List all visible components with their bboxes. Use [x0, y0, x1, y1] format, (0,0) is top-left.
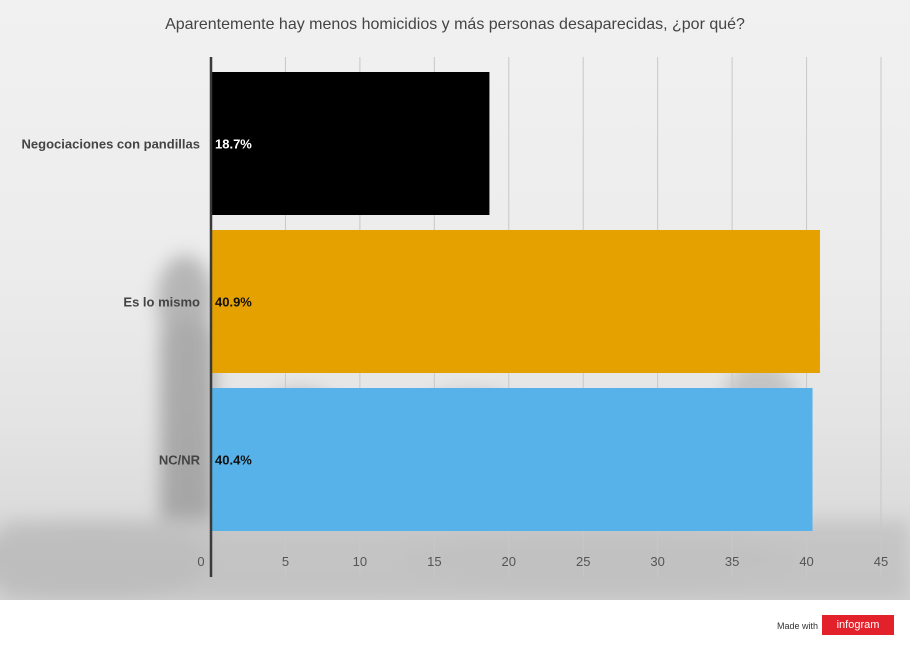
- footer: [0, 600, 910, 646]
- chart-panel: Aparentemente hay menos homicidios y más…: [0, 0, 910, 600]
- bar-chart: Negociaciones con pandillas Es lo mismo NC…: [22, 57, 888, 577]
- infogram-logo[interactable]: infogram: [822, 615, 894, 635]
- category-labels: Negociaciones con pandillas Es lo mismo NC…: [22, 137, 201, 468]
- bars: [211, 72, 820, 531]
- category-label: Es lo mismo: [123, 295, 200, 310]
- chart-title: Aparentemente hay menos homicidios y más…: [165, 16, 745, 33]
- x-tick-label: 40: [799, 554, 813, 569]
- x-tick-label: 30: [650, 554, 664, 569]
- x-tick-label: 15: [427, 554, 441, 569]
- x-tick-label: 20: [502, 554, 516, 569]
- x-tick-label: 5: [282, 554, 289, 569]
- category-label: Negociaciones con pandillas: [22, 137, 200, 152]
- x-tick-label: 10: [353, 554, 367, 569]
- bar[interactable]: [211, 388, 813, 531]
- x-tick-label: 45: [874, 554, 888, 569]
- value-labels: 18.7% 40.9% 40.4%: [215, 137, 252, 468]
- x-tick-labels: 0 5 10 15 20 25 30 35 40 45: [197, 554, 888, 569]
- category-label: NC/NR: [159, 453, 201, 468]
- value-label: 40.9%: [215, 295, 252, 310]
- value-label: 18.7%: [215, 137, 252, 152]
- x-tick-label: 35: [725, 554, 739, 569]
- made-with-text: Made with: [777, 621, 819, 631]
- bar[interactable]: [211, 72, 490, 215]
- value-label: 40.4%: [215, 453, 252, 468]
- bar[interactable]: [211, 230, 820, 373]
- x-tick-label: 0: [197, 554, 204, 569]
- x-tick-label: 25: [576, 554, 590, 569]
